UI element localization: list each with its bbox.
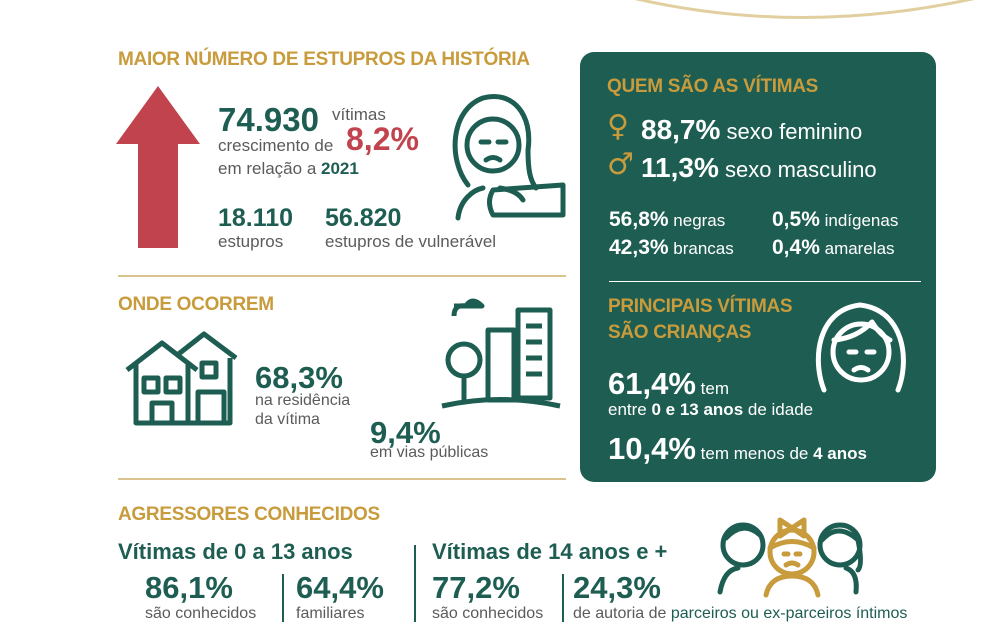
stat-label: estupros (218, 232, 284, 251)
red-arrow (116, 86, 200, 248)
child-row: 10,4% tem menos de 4 anos (608, 433, 867, 464)
sex-row: 11,3% sexo masculino (641, 154, 877, 182)
sex-label: sexo masculino (724, 157, 877, 182)
child-text: de idade (747, 400, 814, 419)
divider (118, 275, 566, 277)
panel-title: PRINCIPAIS VÍTIMAS (608, 296, 793, 317)
race-value: 56,8% (609, 208, 669, 231)
aggr-value: 24,3% (573, 570, 661, 605)
separator (282, 574, 284, 622)
child-row: entre 0 e 13 anos de idade (608, 401, 813, 418)
race-label: indígenas (824, 211, 899, 230)
race-row: 42,3% brancas (609, 237, 734, 258)
race-value: 0,4% (772, 236, 820, 259)
city-icon (441, 298, 561, 409)
total: 74.930 (218, 101, 319, 138)
place-value: 9,4% (370, 415, 441, 450)
divider (118, 478, 566, 480)
aggr-label: familiares (296, 605, 365, 622)
aggr-value: 86,1% (145, 570, 233, 605)
separator (562, 574, 564, 622)
place-label: em vias públicas (370, 444, 489, 461)
group-title: Vítimas de 14 anos e + (432, 539, 668, 564)
aggr-value: 77,2% (432, 570, 520, 605)
race-value: 0,5% (772, 208, 820, 231)
stat-value: 18.110 (218, 204, 294, 232)
aggr-value: 64,4% (296, 570, 384, 605)
child-row: 61,4% tem (608, 368, 729, 399)
sex-label: sexo feminino (726, 119, 863, 144)
aggr-label: são conhecidos (145, 605, 257, 622)
woman-icon (452, 94, 566, 221)
child-value: 10,4% (608, 431, 696, 466)
child-value: 61,4% (608, 366, 696, 401)
child-text: tem menos de (700, 444, 809, 463)
group-title: Vítimas de 0 a 13 anos (118, 539, 353, 564)
panel-divider (609, 281, 921, 282)
race-label: brancas (673, 239, 734, 258)
race-row: 0,5% indígenas (772, 209, 898, 230)
separator (414, 545, 416, 622)
section-title: MAIOR NÚMERO DE ESTUPROS DA HISTÓRIA (118, 49, 530, 70)
race-row: 56,8% negras (609, 209, 725, 230)
race-label: amarelas (824, 239, 895, 258)
sex-symbol: ♂ (607, 147, 634, 182)
sex-value: 11,3% (641, 152, 719, 183)
people-icon (717, 517, 863, 598)
section-title: AGRESSORES CONHECIDOS (118, 504, 380, 525)
year: 2021 (321, 159, 359, 178)
race-row: 0,4% amarelas (772, 237, 895, 258)
top-arc (634, 0, 975, 19)
child-range: 0 e 13 anos (651, 400, 744, 419)
relative: em relação a 2021 (218, 160, 359, 177)
child-text: entre (608, 400, 647, 419)
relative-text: em relação a (218, 159, 317, 178)
aggr-label-main: parceiros ou ex-parceiros íntimos (670, 605, 908, 622)
panel-title: QUEM SÃO AS VÍTIMAS (607, 76, 819, 97)
girl-icon (815, 302, 906, 393)
sex-row: 88,7% sexo feminino (641, 116, 862, 144)
growth: 8,2% (346, 121, 419, 157)
growth-prefix: crescimento de (218, 136, 334, 155)
victims-panel (580, 52, 936, 482)
race-value: 42,3% (609, 236, 669, 259)
panel-title: SÃO CRIANÇAS (608, 322, 752, 343)
total-unit: vítimas (332, 105, 386, 124)
place-value: 68,3% (255, 360, 343, 395)
place-label: na residência (255, 392, 351, 409)
aggr-label: de autoria de parceiros ou ex-parceiros … (573, 606, 907, 622)
child-range: 4 anos (813, 444, 867, 463)
sex-symbol: ♀ (607, 109, 629, 144)
stat-label: estupros de vulnerável (325, 232, 497, 251)
aggr-label: são conhecidos (432, 605, 544, 622)
aggr-label-prefix: de autoria de (573, 605, 667, 622)
place-label: da vítima (255, 411, 320, 428)
stat-value: 56.820 (325, 204, 402, 232)
sex-value: 88,7% (641, 114, 721, 145)
house-icon (125, 331, 238, 426)
race-label: negras (673, 211, 726, 230)
child-word: tem (700, 379, 729, 398)
section-title: ONDE OCORREM (118, 294, 274, 315)
